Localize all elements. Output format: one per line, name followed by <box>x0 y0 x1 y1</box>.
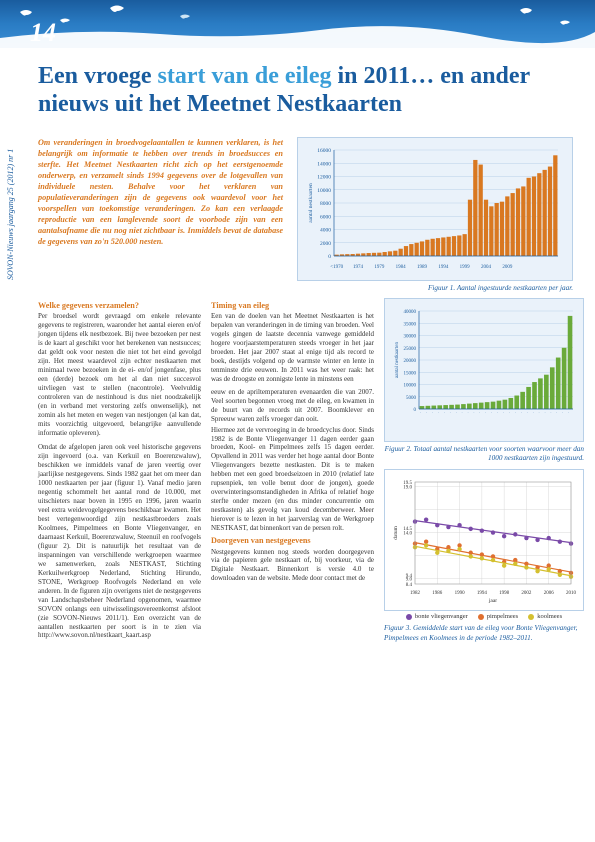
svg-text:aantal nestkaarten: aantal nestkaarten <box>308 183 314 223</box>
svg-text:5000: 5000 <box>406 395 417 400</box>
svg-text:1999: 1999 <box>460 265 471 270</box>
subhead-3: Doorgeven van nestgegevens <box>211 536 374 547</box>
svg-text:·: · <box>567 411 571 415</box>
svg-text:·: · <box>472 411 476 415</box>
body-2a: Een van de doelen van het Meetnet Nestka… <box>211 312 374 384</box>
svg-text:1994: 1994 <box>438 265 449 270</box>
svg-text:·: · <box>537 411 541 415</box>
svg-text:19.5: 19.5 <box>403 481 412 486</box>
svg-text:30000: 30000 <box>404 334 417 339</box>
svg-text:·: · <box>549 411 553 415</box>
svg-text:datum: datum <box>393 525 399 539</box>
body-1b: Omdat de afgelopen jaren ook veel histor… <box>38 443 201 640</box>
svg-text:2000: 2000 <box>320 240 331 246</box>
svg-text:2010: 2010 <box>566 591 577 596</box>
page-title: Een vroege start van de eileg in 2011… e… <box>38 62 573 119</box>
subhead-2: Timing van eileg <box>211 301 374 312</box>
svg-text:1986: 1986 <box>432 591 443 596</box>
side-label: SOVON-Nieuws jaargang 25 (2012) nr 1 <box>6 149 15 280</box>
svg-text:20000: 20000 <box>404 359 417 364</box>
intro-paragraph: Om veranderingen in broedvogelaantallen … <box>38 137 283 292</box>
svg-text:·: · <box>531 411 535 415</box>
svg-text:25000: 25000 <box>404 346 417 351</box>
svg-text:14.0: 14.0 <box>403 532 412 537</box>
svg-text:·: · <box>478 411 482 415</box>
svg-text:·: · <box>514 411 518 415</box>
svg-text:16000: 16000 <box>317 148 331 154</box>
svg-text:·: · <box>443 411 447 415</box>
svg-text:2009: 2009 <box>502 265 513 270</box>
svg-text:14000: 14000 <box>317 161 331 167</box>
svg-text:·: · <box>555 411 559 415</box>
svg-text:·: · <box>543 411 547 415</box>
svg-text:2006: 2006 <box>544 591 555 596</box>
column-3: 0 5000 10000 15000 20000 25000 30000 35000 40000… <box>384 298 584 643</box>
svg-text:1979: 1979 <box>374 265 385 270</box>
svg-text:·: · <box>466 411 470 415</box>
svg-text:·: · <box>419 411 423 415</box>
svg-text:jaar: jaar <box>488 598 497 604</box>
chart-2-caption: Figuur 2. Totaal aantal nestkaarten voor… <box>384 445 584 463</box>
svg-text:0: 0 <box>414 408 417 413</box>
svg-text:1984: 1984 <box>396 265 407 270</box>
svg-text:·: · <box>526 411 530 415</box>
chart-3-caption: Figuur 3. Gemiddelde start van de eileg … <box>384 624 584 642</box>
svg-text:1998: 1998 <box>499 591 510 596</box>
chart-1-caption: Figuur 1. Aantal ingestuurde nestkaarten… <box>297 284 573 292</box>
svg-text:·: · <box>460 411 464 415</box>
svg-text:<1970: <1970 <box>330 265 343 270</box>
svg-text:·: · <box>437 411 441 415</box>
body-3: Nestgegevens kunnen nog steeds worden do… <box>211 548 374 584</box>
body-2c: Hiermee zet de vervroeging in de broedcy… <box>211 426 374 533</box>
svg-text:·: · <box>502 411 506 415</box>
svg-text:·: · <box>561 411 565 415</box>
column-2: Timing van eileg Een van de doelen van h… <box>211 298 374 643</box>
chart-1: 0 2000 4000 6000 8000 10000 12000 14000 16000 aan… <box>297 137 573 281</box>
svg-text:2004: 2004 <box>481 265 492 270</box>
subhead-1: Welke gegevens verzamelen? <box>38 301 201 312</box>
svg-text:19.0: 19.0 <box>403 486 412 491</box>
svg-text:6000: 6000 <box>320 214 331 220</box>
svg-text:10000: 10000 <box>317 187 331 193</box>
svg-text:14.5: 14.5 <box>403 527 412 532</box>
svg-text:1982: 1982 <box>410 591 421 596</box>
svg-text:12000: 12000 <box>317 174 331 180</box>
svg-text:·: · <box>490 411 494 415</box>
svg-text:1990: 1990 <box>455 591 466 596</box>
svg-text:·: · <box>520 411 524 415</box>
svg-text:1994: 1994 <box>477 591 488 596</box>
chart-2: 0 5000 10000 15000 20000 25000 30000 35000 40000… <box>384 298 584 442</box>
svg-text:·: · <box>425 411 429 415</box>
svg-text:8000: 8000 <box>320 201 331 207</box>
svg-text:aantal nestkaarten: aantal nestkaarten <box>395 341 400 377</box>
svg-text:1974: 1974 <box>353 265 364 270</box>
svg-text:·: · <box>454 411 458 415</box>
svg-text:15000: 15000 <box>404 371 417 376</box>
svg-text:4000: 4000 <box>320 227 331 233</box>
svg-text:10000: 10000 <box>404 383 417 388</box>
svg-text:0: 0 <box>328 254 331 260</box>
header-band <box>0 0 595 48</box>
chart-3: 9.014.019.08.49.414.519.5198219861990199… <box>384 469 584 611</box>
svg-text:1989: 1989 <box>417 265 428 270</box>
svg-text:·: · <box>484 411 488 415</box>
body-2b: eeuw en de apriltemperaturen evenaarden … <box>211 388 374 424</box>
svg-text:2002: 2002 <box>521 591 532 596</box>
svg-text:·: · <box>431 411 435 415</box>
svg-text:9.4: 9.4 <box>406 574 413 579</box>
svg-text:35000: 35000 <box>404 322 417 327</box>
svg-text:40000: 40000 <box>404 310 417 315</box>
page-number: 14 <box>30 18 56 48</box>
chart-3-legend: bonte vliegenvanger pimpelmees koolmees <box>384 613 584 621</box>
svg-text:·: · <box>449 411 453 415</box>
body-1a: Per broedsel wordt gevraagd om enkele re… <box>38 312 201 437</box>
column-1: Welke gegevens verzamelen? Per broedsel … <box>38 298 201 643</box>
svg-text:·: · <box>496 411 500 415</box>
svg-text:8.4: 8.4 <box>406 583 413 588</box>
svg-text:·: · <box>508 411 512 415</box>
